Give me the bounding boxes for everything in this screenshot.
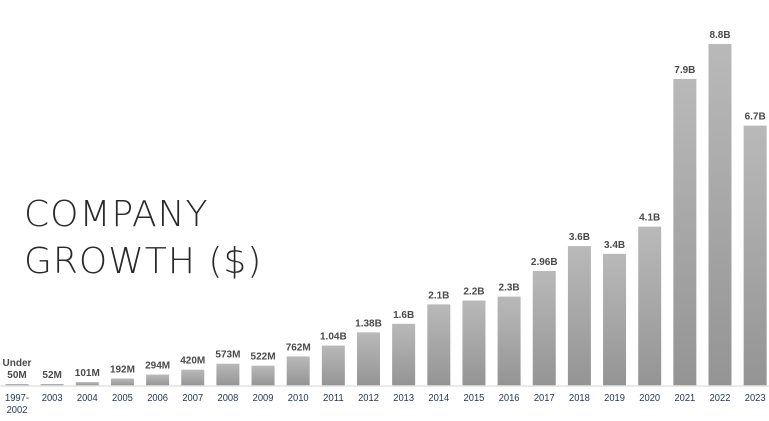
value-label-2004: 101M — [75, 368, 100, 379]
x-tick-label-2010: 2010 — [288, 393, 309, 404]
x-tick-label-2006: 2006 — [147, 393, 168, 404]
bar-2004 — [75, 382, 99, 386]
x-tick-label-2021: 2021 — [674, 393, 695, 404]
year-labels-group: 1997-2002 2003 2004 2005 2006 2007 2008 2009 201… — [5, 393, 766, 416]
bar-2014 — [427, 304, 451, 386]
x-tick-label-2023: 2023 — [745, 393, 766, 404]
bar-2021 — [673, 78, 697, 386]
value-label-2021: 7.9B — [674, 65, 695, 76]
x-tick-label-2011: 2011 — [323, 393, 344, 404]
x-tick-label-2019: 2019 — [604, 393, 625, 404]
x-tick-label-2005: 2005 — [112, 393, 133, 404]
value-label-2020: 4.1B — [639, 213, 660, 224]
bar-2015 — [462, 300, 486, 386]
x-tick-label-2012: 2012 — [358, 393, 379, 404]
x-tick-label-2008: 2008 — [218, 393, 239, 404]
bar-2012 — [357, 332, 380, 386]
bar-2006 — [146, 374, 170, 386]
x-tick-label-1997-2002-line-1: 1997- — [5, 393, 29, 404]
bar-2022 — [708, 44, 732, 386]
bar-1997-2002 — [5, 384, 29, 386]
x-tick-label-2014: 2014 — [428, 393, 449, 404]
chart-title-line-1: COMPANY — [24, 194, 209, 235]
chart-title: COMPANY GROWTH ($) — [24, 194, 262, 282]
bar-2020 — [638, 226, 662, 386]
value-label-2005: 192M — [110, 365, 135, 376]
value-label-2017: 2.96B — [531, 257, 558, 268]
value-label-2022: 8.8B — [709, 30, 730, 41]
bars-group — [5, 44, 767, 387]
value-label-2013: 1.6B — [393, 310, 414, 321]
value-label-1997-2002-line-2: 50M — [7, 370, 26, 381]
value-label-2011: 1.04B — [320, 332, 347, 343]
bar-2013 — [392, 323, 416, 386]
x-tick-label-1997-2002-line-2: 2002 — [7, 405, 28, 416]
bar-2019 — [603, 253, 627, 386]
bar-2007 — [181, 369, 205, 386]
value-label-2016: 2.3B — [499, 283, 520, 294]
bar-2011 — [321, 345, 345, 386]
bar-2008 — [216, 363, 240, 386]
x-tick-label-2015: 2015 — [464, 393, 485, 404]
value-label-2019: 3.4B — [604, 240, 625, 251]
bar-2017 — [532, 270, 556, 386]
value-label-1997-2002-line-1: Under — [3, 358, 32, 369]
bar-2016 — [497, 296, 521, 386]
value-label-2012: 1.38B — [355, 318, 382, 329]
value-label-2023: 6.7B — [745, 112, 766, 123]
value-label-2014: 2.1B — [428, 290, 449, 301]
value-label-2006: 294M — [145, 361, 170, 372]
value-label-2009: 522M — [251, 352, 276, 363]
x-tick-label-2003: 2003 — [42, 393, 63, 404]
x-tick-label-2007: 2007 — [182, 393, 203, 404]
bar-2010 — [286, 356, 310, 386]
bar-2018 — [567, 246, 591, 386]
x-tick-label-2017: 2017 — [534, 393, 555, 404]
x-tick-label-2022: 2022 — [710, 393, 731, 404]
value-label-2018: 3.6B — [569, 232, 590, 243]
value-label-2003: 52M — [42, 370, 61, 381]
value-label-2008: 573M — [215, 350, 240, 361]
x-tick-label-2009: 2009 — [253, 393, 274, 404]
chart-title-line-2: GROWTH ($) — [24, 241, 262, 282]
x-tick-label-2004: 2004 — [77, 393, 98, 404]
x-tick-label-2016: 2016 — [499, 393, 520, 404]
bar-2009 — [251, 365, 275, 386]
bar-2003 — [40, 383, 64, 386]
x-tick-label-2020: 2020 — [639, 393, 660, 404]
value-label-2010: 762M — [286, 342, 311, 353]
value-label-2015: 2.2B — [463, 287, 484, 298]
bar-2023 — [743, 125, 767, 387]
value-label-2007: 420M — [180, 356, 205, 367]
x-tick-label-2013: 2013 — [393, 393, 414, 404]
bar-2005 — [110, 378, 134, 386]
x-tick-label-2018: 2018 — [569, 393, 590, 404]
